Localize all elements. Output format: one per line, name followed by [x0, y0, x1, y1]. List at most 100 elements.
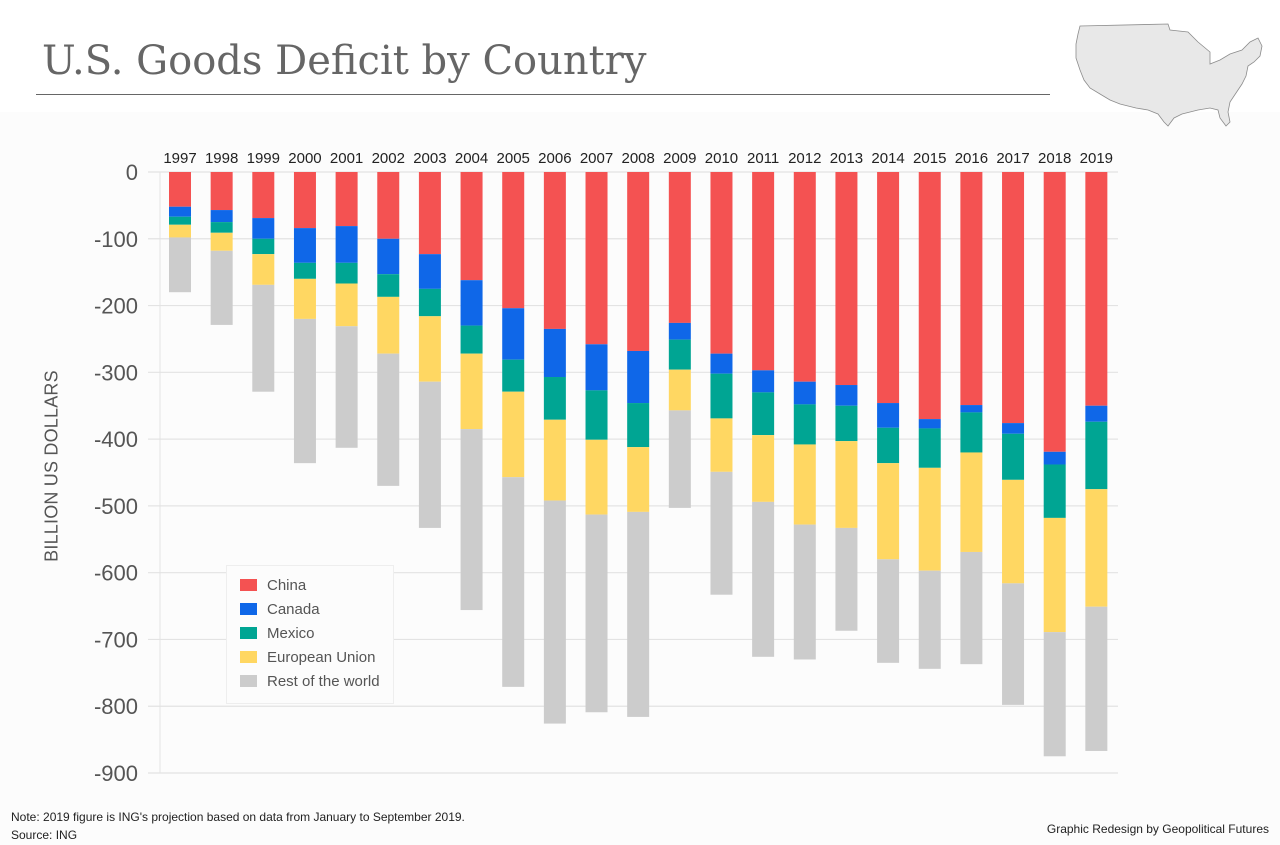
bar-segment-rest-of-the-world	[169, 237, 191, 293]
legend-swatch-canada	[240, 603, 257, 615]
x-tick-label: 2003	[413, 150, 446, 167]
bar-segment-mexico	[169, 216, 191, 225]
x-tick-label: 2009	[663, 150, 696, 167]
bar-segment-european-union	[1043, 517, 1066, 633]
y-tick-label: -100	[94, 227, 138, 252]
y-axis-label: BILLION US DOLLARS	[41, 370, 62, 562]
bar-segment-rest-of-the-world	[710, 471, 733, 595]
bar-segment-mexico	[502, 359, 525, 392]
bar-segment-rest-of-the-world	[835, 527, 858, 631]
legend-swatch-rest-of-world	[240, 675, 257, 687]
y-tick-label: -600	[94, 561, 138, 586]
bar-segment-china	[418, 172, 441, 255]
bar-segment-european-union	[627, 447, 650, 512]
x-tick-label: 2014	[871, 150, 904, 167]
y-axis-ticks: 0 -100 -200 -300 -400 -500 -600 -700 -800 -900	[94, 160, 138, 786]
bar-segment-mexico	[460, 325, 483, 354]
bar-segment-canada	[210, 210, 233, 223]
bar-segment-china	[1043, 172, 1066, 452]
x-tick-label: 2019	[1080, 150, 1113, 167]
legend-item-rest-of-world: Rest of the world	[240, 670, 380, 692]
bar-segment-european-union	[335, 283, 358, 327]
bar-segment-china	[835, 172, 858, 386]
y-tick-label: -800	[94, 694, 138, 719]
x-tick-label: 2016	[955, 150, 988, 167]
bar-segment-rest-of-the-world	[960, 551, 983, 665]
bar-segment-mexico	[835, 405, 858, 442]
bar-segment-china	[210, 172, 233, 211]
x-tick-label: 1998	[205, 150, 238, 167]
bar-segment-china	[252, 172, 275, 219]
x-tick-label: 1997	[163, 150, 196, 167]
bar-segment-rest-of-the-world	[627, 511, 650, 717]
x-tick-label: 2018	[1038, 150, 1071, 167]
bar-segment-canada	[752, 370, 775, 393]
bar-segment-european-union	[793, 444, 816, 525]
bar-segment-canada	[668, 322, 691, 340]
bar-segment-rest-of-the-world	[543, 500, 566, 724]
bar-segment-canada	[1085, 405, 1108, 422]
bar-segment-european-union	[835, 441, 858, 528]
bar-segment-canada	[293, 228, 316, 263]
bar-segment-rest-of-the-world	[418, 381, 441, 528]
bar-segment-canada	[960, 405, 983, 413]
bars	[169, 172, 1108, 757]
bar-segment-rest-of-the-world	[1043, 632, 1066, 757]
legend-label: European Union	[267, 648, 376, 666]
bar-segment-mexico	[668, 339, 691, 370]
source-text: Source: ING	[11, 828, 78, 842]
footnote: Note: 2019 figure is ING's projection ba…	[11, 808, 465, 844]
x-tick-label: 2008	[621, 150, 654, 167]
bar-segment-rest-of-the-world	[252, 284, 275, 392]
bar-segment-european-union	[377, 296, 400, 354]
bar-segment-canada	[710, 353, 733, 374]
x-tick-label: 2015	[913, 150, 946, 167]
bar-segment-china	[960, 172, 983, 406]
bar-segment-rest-of-the-world	[460, 429, 483, 611]
bar-segment-european-union	[877, 463, 900, 560]
x-tick-label: 2011	[747, 150, 779, 167]
bar-segment-mexico	[710, 373, 733, 419]
bar-segment-china	[585, 172, 608, 345]
bar-segment-rest-of-the-world	[585, 514, 608, 713]
us-map-icon	[1075, 23, 1263, 127]
x-tick-label: 2002	[372, 150, 405, 167]
bar-segment-european-union	[752, 435, 775, 502]
bar-segment-mexico	[210, 222, 233, 233]
bar-segment-china	[627, 172, 650, 351]
bar-segment-european-union	[293, 278, 316, 319]
bar-segment-rest-of-the-world	[1002, 583, 1025, 705]
bar-segment-european-union	[543, 419, 566, 501]
y-tick-label: 0	[126, 160, 138, 185]
x-axis-labels: 1997 1998 1999 2000 2001 2002 2003 2004 2005 2006…	[163, 150, 1113, 167]
legend-label: China	[267, 576, 307, 594]
bar-segment-european-union	[585, 439, 608, 515]
y-tick-label: -400	[94, 427, 138, 452]
bar-segment-rest-of-the-world	[210, 250, 233, 325]
title-divider	[36, 94, 1050, 95]
bar-segment-mexico	[627, 403, 650, 448]
x-tick-label: 2004	[455, 150, 488, 167]
bar-segment-china	[293, 172, 316, 229]
bar-segment-canada	[793, 381, 816, 405]
legend: China Canada Mexico European Union Rest …	[226, 565, 394, 704]
x-tick-label: 2001	[330, 150, 363, 167]
legend-label: Mexico	[267, 624, 315, 642]
y-tick-label: -500	[94, 494, 138, 519]
bar-segment-mexico	[877, 427, 900, 464]
bar-segment-rest-of-the-world	[668, 410, 691, 508]
bar-segment-china	[668, 172, 691, 323]
legend-item-china: China	[240, 574, 306, 596]
x-tick-label: 2010	[705, 150, 738, 167]
bar-segment-canada	[543, 328, 566, 378]
bar-segment-european-union	[418, 316, 441, 382]
bar-segment-european-union	[668, 369, 691, 411]
bar-segment-canada	[502, 308, 525, 360]
bar-segment-european-union	[252, 254, 275, 285]
header: U.S. Goods Deficit by Country	[0, 0, 1280, 112]
legend-swatch-eu	[240, 651, 257, 663]
bar-segment-china	[377, 172, 400, 239]
bar-segment-canada	[460, 280, 483, 326]
legend-swatch-mexico	[240, 627, 257, 639]
